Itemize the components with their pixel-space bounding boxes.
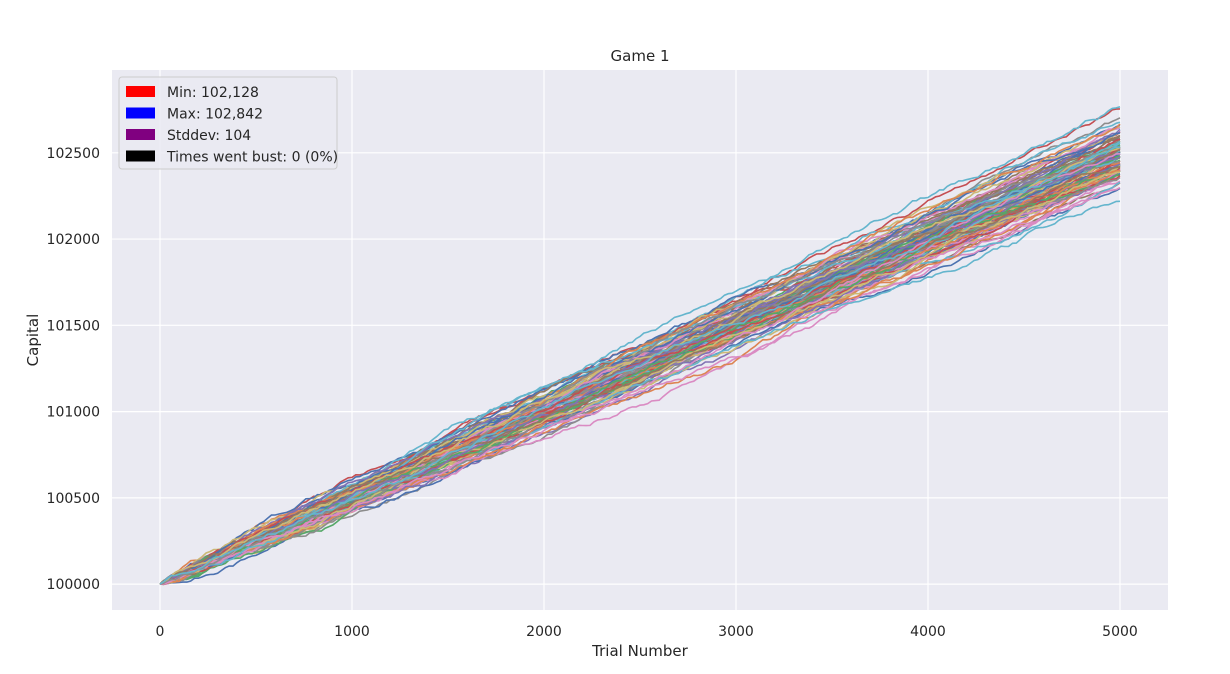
series-line <box>159 153 1121 585</box>
series-line <box>159 165 1121 585</box>
y-axis-label: Capital <box>24 314 42 367</box>
legend-swatch <box>126 150 155 162</box>
series-line <box>159 146 1121 585</box>
legend-frame <box>118 76 338 170</box>
series-line <box>159 145 1121 585</box>
legend-swatch <box>126 107 155 119</box>
legend-entry-label: Stddev: 104 <box>167 128 251 144</box>
series-line <box>159 140 1121 585</box>
x-axis-label: Trial Number <box>591 642 689 660</box>
x-tick-label: 2000 <box>526 624 562 640</box>
y-tick-label: 100500 <box>47 491 100 507</box>
y-tick-label: 100000 <box>47 577 100 593</box>
x-axis-ticks: 0 1000 2000 3000 4000 5000 <box>156 624 1138 640</box>
y-axis-ticks: 100000 100500 101000 101500 102000 102500 <box>47 146 100 593</box>
legend-swatch <box>126 86 155 97</box>
series-line <box>159 146 1121 585</box>
y-tick-label: 102500 <box>47 146 100 162</box>
x-tick-label: 3000 <box>718 624 754 640</box>
legend-swatch <box>126 129 155 140</box>
x-tick-label: 0 <box>156 624 165 640</box>
series-line <box>159 156 1121 585</box>
x-tick-label: 5000 <box>1102 624 1138 640</box>
y-tick-label: 101500 <box>47 318 100 334</box>
legend-entry-label: Min: 102,128 <box>167 85 259 101</box>
chart-title: Game 1 <box>611 47 670 65</box>
y-tick-label: 101000 <box>47 405 100 421</box>
y-tick-label: 102000 <box>47 232 100 248</box>
x-tick-label: 1000 <box>334 624 370 640</box>
legend-entry-label: Max: 102,842 <box>167 107 263 123</box>
legend: Min: 102,128 Max: 102,842 Stddev: 104 Times… <box>118 76 338 170</box>
x-tick-label: 4000 <box>910 624 946 640</box>
legend-entry-label: Times went bust: 0 (0%) <box>166 150 338 166</box>
series-lines <box>159 106 1121 586</box>
